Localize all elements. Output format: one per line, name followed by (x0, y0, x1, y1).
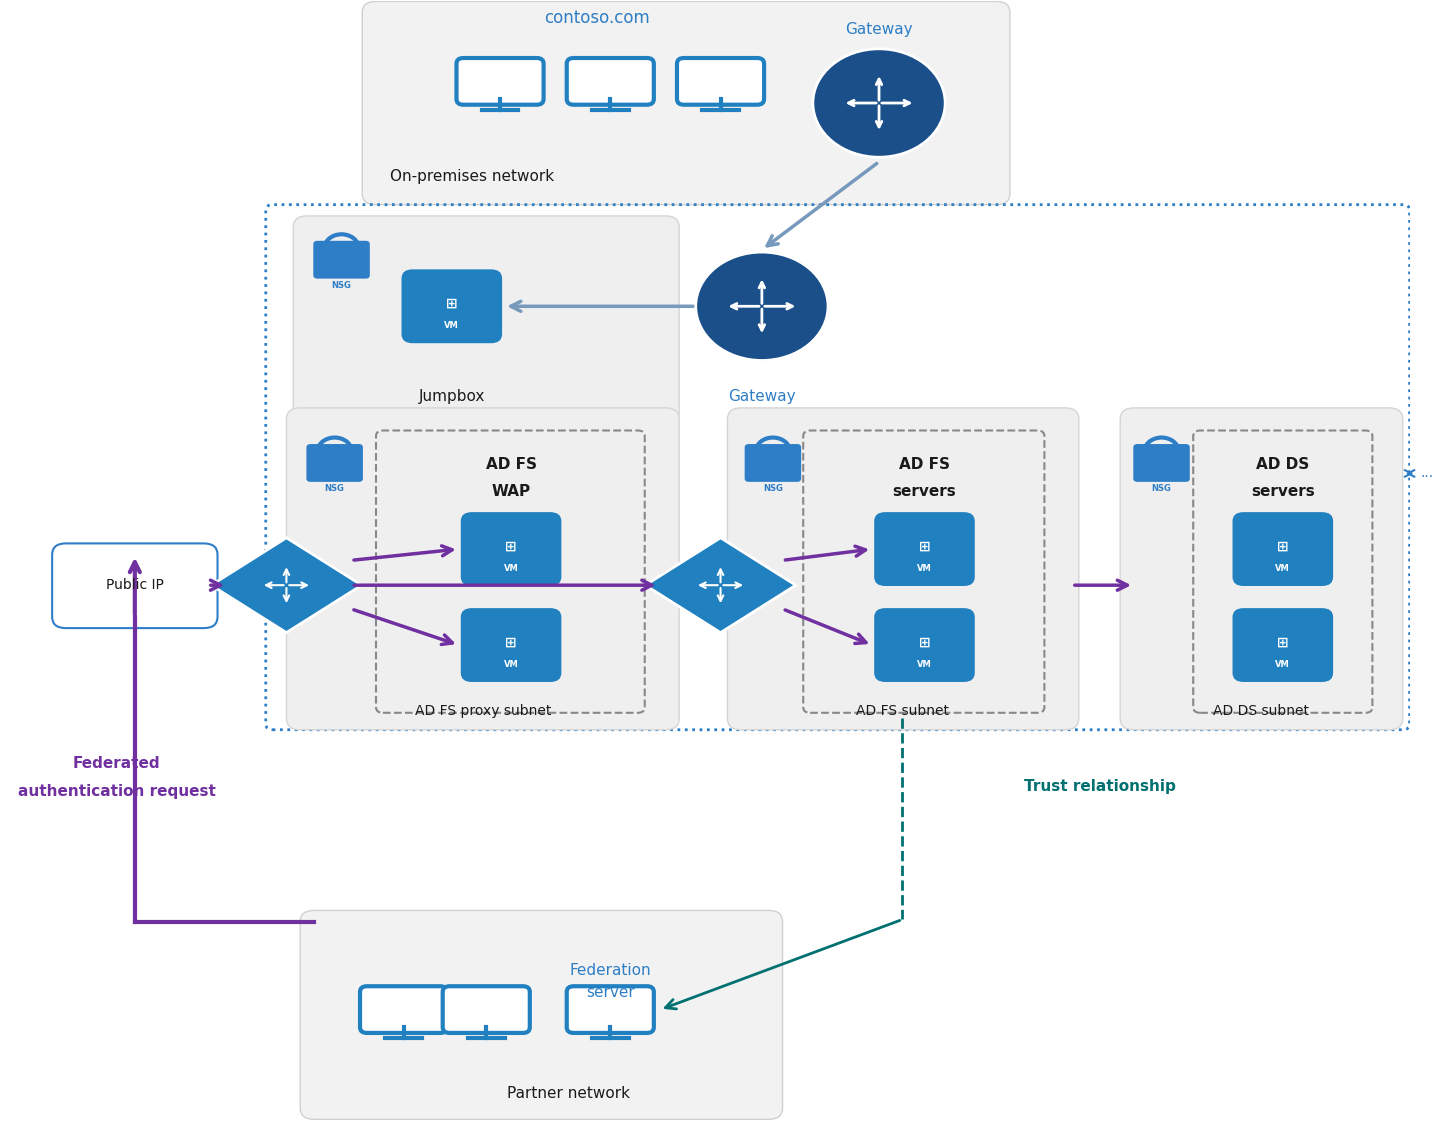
FancyBboxPatch shape (287, 408, 679, 730)
FancyBboxPatch shape (566, 58, 653, 104)
Text: authentication request: authentication request (19, 784, 216, 799)
FancyBboxPatch shape (728, 408, 1079, 730)
FancyBboxPatch shape (401, 269, 502, 343)
Text: On-premises network: On-premises network (390, 169, 555, 183)
Text: WAP: WAP (492, 484, 530, 499)
FancyBboxPatch shape (1232, 512, 1333, 586)
Text: ⊞: ⊞ (506, 635, 517, 650)
FancyBboxPatch shape (1134, 444, 1189, 482)
Text: VM: VM (917, 564, 931, 573)
Text: Federation: Federation (569, 962, 651, 978)
Text: AD FS: AD FS (898, 457, 950, 472)
FancyBboxPatch shape (461, 512, 562, 586)
Text: Partner network: Partner network (507, 1086, 631, 1100)
Text: AD FS: AD FS (486, 457, 536, 472)
Text: NSG: NSG (762, 484, 782, 494)
FancyBboxPatch shape (443, 986, 530, 1032)
FancyBboxPatch shape (299, 910, 782, 1120)
FancyBboxPatch shape (461, 608, 562, 681)
FancyBboxPatch shape (566, 986, 653, 1032)
Text: AD FS proxy subnet: AD FS proxy subnet (416, 704, 552, 718)
Text: ...: ... (1420, 466, 1433, 480)
FancyBboxPatch shape (307, 444, 363, 482)
Text: NSG: NSG (331, 281, 351, 290)
Text: server: server (586, 985, 635, 1001)
Text: ⊞: ⊞ (446, 297, 457, 310)
Text: ⊞: ⊞ (919, 635, 930, 650)
Text: NSG: NSG (1152, 484, 1171, 494)
Text: contoso.com: contoso.com (543, 9, 649, 27)
FancyBboxPatch shape (314, 241, 370, 278)
Text: VM: VM (444, 321, 459, 331)
FancyBboxPatch shape (745, 444, 801, 482)
Text: Gateway: Gateway (845, 23, 913, 37)
Text: ⊞: ⊞ (1277, 635, 1288, 650)
FancyBboxPatch shape (874, 608, 974, 681)
Circle shape (696, 252, 828, 360)
FancyBboxPatch shape (874, 512, 974, 586)
Text: ⊞: ⊞ (919, 539, 930, 554)
Text: servers: servers (1251, 484, 1314, 499)
Polygon shape (645, 538, 795, 633)
FancyBboxPatch shape (363, 1, 1010, 205)
Text: VM: VM (1275, 660, 1290, 669)
Text: Gateway: Gateway (728, 389, 795, 404)
FancyBboxPatch shape (457, 58, 543, 104)
Text: Jumpbox: Jumpbox (418, 389, 484, 404)
Polygon shape (211, 538, 361, 633)
Text: VM: VM (503, 660, 519, 669)
Text: Public IP: Public IP (106, 578, 163, 592)
FancyBboxPatch shape (1232, 608, 1333, 681)
Text: VM: VM (917, 660, 931, 669)
Text: ⊞: ⊞ (506, 539, 517, 554)
Text: NSG: NSG (325, 484, 344, 494)
FancyBboxPatch shape (360, 986, 447, 1032)
Text: Federated: Federated (73, 756, 160, 771)
Text: VM: VM (503, 564, 519, 573)
Text: VM: VM (1275, 564, 1290, 573)
Text: AD DS: AD DS (1257, 457, 1310, 472)
FancyBboxPatch shape (52, 543, 218, 628)
Text: AD DS subnet: AD DS subnet (1212, 704, 1308, 718)
Text: ⊞: ⊞ (1277, 539, 1288, 554)
Text: servers: servers (893, 484, 956, 499)
Text: AD FS subnet: AD FS subnet (856, 704, 949, 718)
FancyBboxPatch shape (676, 58, 764, 104)
FancyBboxPatch shape (1121, 408, 1403, 730)
Circle shape (813, 49, 946, 157)
FancyBboxPatch shape (294, 216, 679, 424)
Text: Trust relationship: Trust relationship (1023, 779, 1175, 794)
